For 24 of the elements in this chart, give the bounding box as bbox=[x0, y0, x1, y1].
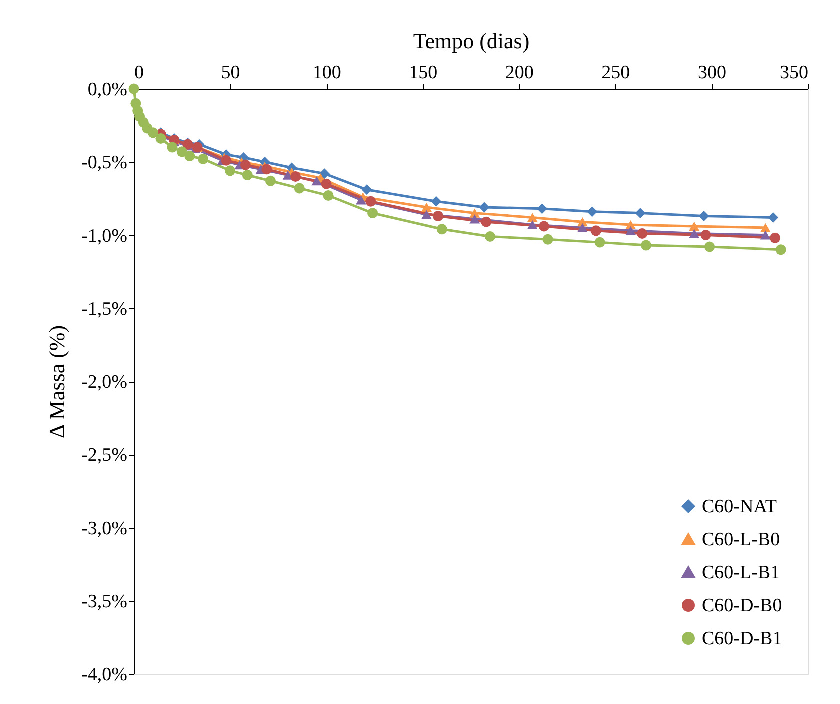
y-tick-label: -3,5% bbox=[82, 591, 128, 612]
y-tick-label: -1,0% bbox=[82, 226, 128, 247]
y-tick-label: -1,5% bbox=[82, 298, 128, 320]
y-tick-label: -2,0% bbox=[82, 372, 128, 393]
y-tick-label: -3,0% bbox=[82, 518, 128, 540]
x-tick-label: 150 bbox=[409, 62, 438, 84]
legend-label: C60-L-B1 bbox=[702, 562, 780, 584]
x-tick-label: 350 bbox=[780, 62, 808, 84]
legend-label: C60-NAT bbox=[702, 496, 778, 518]
y-axis-title: Δ Massa (%) bbox=[44, 325, 70, 439]
x-axis-title: Tempo (dias) bbox=[413, 28, 530, 54]
y-tick-label: -2,5% bbox=[82, 445, 128, 466]
y-tick-label: 0,0% bbox=[88, 80, 128, 100]
x-tick-label: 100 bbox=[312, 62, 342, 84]
legend-label: C60-L-B0 bbox=[702, 530, 780, 550]
legend-label: C60-D-B1 bbox=[702, 628, 782, 650]
y-tick-label: -0,5% bbox=[82, 152, 128, 174]
y-tick-label: -4,0% bbox=[82, 664, 128, 686]
x-tick-label: 50 bbox=[221, 62, 240, 84]
x-tick-label: 300 bbox=[698, 62, 726, 84]
x-tick-label: 0 bbox=[134, 62, 144, 84]
x-tick-label: 250 bbox=[602, 62, 630, 84]
x-tick-label: 200 bbox=[505, 62, 534, 84]
legend-label: C60-D-B0 bbox=[702, 596, 782, 616]
